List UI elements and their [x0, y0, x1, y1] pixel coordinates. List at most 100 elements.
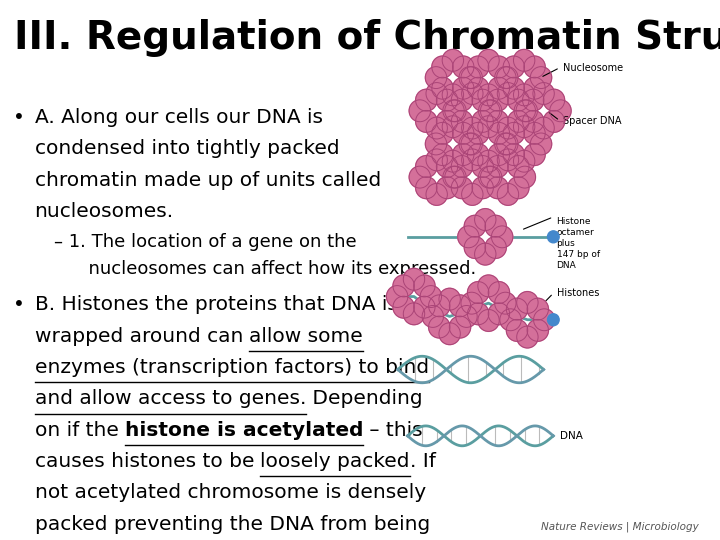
Circle shape: [497, 66, 518, 89]
Text: . If: . If: [410, 452, 436, 471]
Circle shape: [462, 117, 483, 139]
Text: causes histones to be: causes histones to be: [35, 452, 261, 471]
Circle shape: [415, 111, 437, 132]
Circle shape: [409, 166, 431, 188]
Circle shape: [387, 286, 408, 307]
Circle shape: [478, 275, 499, 297]
Circle shape: [449, 295, 471, 317]
Circle shape: [426, 149, 447, 171]
Circle shape: [488, 77, 510, 99]
Circle shape: [513, 150, 535, 172]
Circle shape: [488, 303, 510, 325]
Circle shape: [461, 133, 482, 155]
Circle shape: [451, 89, 472, 111]
Text: III. Regulation of Chromatin Structure: III. Regulation of Chromatin Structure: [14, 19, 720, 57]
Text: Depending: Depending: [306, 389, 423, 408]
Circle shape: [495, 133, 516, 155]
Circle shape: [478, 84, 499, 106]
Circle shape: [513, 50, 535, 71]
Circle shape: [426, 117, 447, 139]
Circle shape: [531, 66, 552, 89]
Circle shape: [524, 56, 545, 78]
Circle shape: [534, 309, 555, 330]
Circle shape: [428, 316, 450, 338]
Circle shape: [497, 133, 518, 155]
Circle shape: [495, 292, 516, 314]
Circle shape: [533, 83, 554, 104]
Circle shape: [478, 50, 499, 71]
Circle shape: [436, 156, 458, 178]
Circle shape: [503, 77, 524, 99]
Circle shape: [467, 123, 489, 144]
Text: •: •: [13, 295, 24, 314]
Circle shape: [439, 288, 460, 310]
Circle shape: [550, 100, 571, 122]
Circle shape: [527, 298, 549, 320]
Circle shape: [453, 56, 474, 78]
Circle shape: [503, 123, 524, 144]
Circle shape: [459, 66, 480, 89]
Text: not acetylated chromosome is densely: not acetylated chromosome is densely: [35, 483, 426, 502]
Circle shape: [531, 133, 552, 155]
Text: wrapped around can: wrapped around can: [35, 327, 249, 346]
Circle shape: [464, 237, 485, 258]
Circle shape: [514, 166, 536, 188]
Circle shape: [426, 184, 447, 205]
Circle shape: [495, 66, 516, 89]
Circle shape: [500, 309, 521, 330]
Circle shape: [498, 117, 518, 139]
Circle shape: [461, 66, 482, 89]
Circle shape: [487, 156, 508, 178]
Text: Histones: Histones: [557, 288, 599, 298]
Circle shape: [485, 215, 506, 237]
Circle shape: [523, 111, 544, 132]
Circle shape: [467, 56, 489, 78]
Circle shape: [451, 177, 472, 199]
Circle shape: [426, 133, 446, 155]
Circle shape: [508, 156, 529, 178]
Circle shape: [467, 281, 489, 303]
Circle shape: [516, 100, 537, 122]
Circle shape: [488, 281, 510, 303]
Circle shape: [439, 323, 460, 345]
Circle shape: [426, 66, 446, 89]
Circle shape: [508, 177, 529, 199]
Circle shape: [487, 111, 508, 132]
Circle shape: [503, 56, 524, 78]
Circle shape: [544, 111, 564, 132]
Circle shape: [426, 83, 447, 104]
Text: Nucleosome: Nucleosome: [563, 63, 624, 73]
Circle shape: [478, 150, 499, 172]
Circle shape: [415, 156, 437, 178]
Circle shape: [443, 100, 464, 122]
Circle shape: [487, 89, 508, 111]
Circle shape: [453, 123, 474, 144]
Circle shape: [498, 149, 518, 171]
Circle shape: [517, 292, 538, 313]
Circle shape: [498, 184, 518, 205]
Circle shape: [492, 226, 513, 248]
Circle shape: [513, 84, 535, 106]
Circle shape: [432, 123, 453, 144]
Circle shape: [442, 50, 464, 71]
Circle shape: [513, 116, 535, 138]
Text: DNA: DNA: [560, 431, 582, 441]
Circle shape: [478, 309, 499, 332]
Circle shape: [451, 156, 472, 178]
Circle shape: [451, 111, 472, 132]
Circle shape: [472, 177, 493, 199]
Circle shape: [458, 226, 479, 248]
Circle shape: [443, 166, 464, 188]
Circle shape: [506, 320, 528, 341]
Circle shape: [464, 215, 485, 237]
Circle shape: [485, 237, 506, 258]
Circle shape: [393, 296, 414, 318]
Text: enzymes (transcription factors) to bind: enzymes (transcription factors) to bind: [35, 358, 428, 377]
Text: and allow access to genes.: and allow access to genes.: [35, 389, 306, 408]
Circle shape: [415, 89, 437, 111]
Circle shape: [508, 111, 529, 132]
Circle shape: [527, 320, 549, 341]
Circle shape: [472, 156, 493, 178]
Circle shape: [445, 166, 466, 188]
Text: •: •: [13, 108, 24, 127]
